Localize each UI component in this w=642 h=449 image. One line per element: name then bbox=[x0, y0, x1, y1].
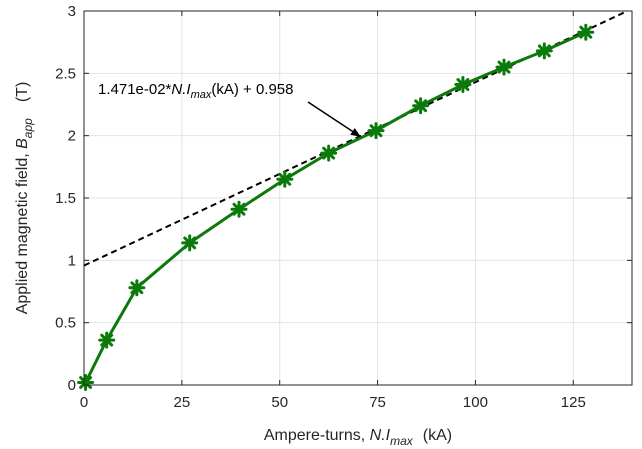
data-point-marker bbox=[577, 23, 595, 41]
data-point-marker bbox=[98, 331, 116, 349]
data-point-marker bbox=[181, 234, 199, 252]
data-point-marker bbox=[412, 97, 430, 115]
x-axis-title-prefix: Ampere-turns, bbox=[264, 427, 370, 444]
marker-stroke bbox=[414, 99, 428, 113]
y-axis-title-sub: app bbox=[21, 118, 35, 138]
y-axis-title-var: B bbox=[14, 138, 31, 149]
data-point-marker bbox=[320, 144, 338, 162]
y-axis-title: Applied magnetic field, Bapp (T) bbox=[14, 82, 35, 315]
y-tick-label: 2 bbox=[68, 128, 76, 145]
y-tick-label: 1 bbox=[68, 252, 76, 269]
x-tick-label: 0 bbox=[80, 394, 88, 411]
marker-stroke bbox=[537, 44, 551, 58]
x-axis-title: Ampere-turns, N.Imax (kA) bbox=[264, 427, 452, 448]
x-tick-label: 125 bbox=[561, 394, 586, 411]
x-tick-label: 75 bbox=[369, 394, 386, 411]
x-axis-title-unit: (kA) bbox=[423, 427, 452, 444]
x-tick-label: 100 bbox=[463, 394, 488, 411]
annotation-var: N.I bbox=[171, 81, 190, 98]
data-point-marker bbox=[230, 200, 248, 218]
data-point-marker bbox=[128, 279, 146, 297]
x-tick-label: 25 bbox=[174, 394, 191, 411]
annotation-suffix: (kA) + 0.958 bbox=[211, 81, 293, 98]
fit-equation-annotation: 1.471e-02*N.Imax(kA) + 0.958 bbox=[98, 81, 294, 101]
marker-stroke bbox=[100, 333, 114, 347]
data-point-marker bbox=[367, 122, 385, 140]
tick-marks bbox=[83, 10, 632, 386]
y-axis-title-prefix: Applied magnetic field, bbox=[14, 149, 31, 314]
data-point-marker bbox=[454, 76, 472, 94]
marker-stroke bbox=[497, 60, 511, 74]
annotation-sub: max bbox=[191, 89, 212, 101]
y-tick-label: 0.5 bbox=[55, 315, 76, 332]
y-tick-label: 0 bbox=[68, 377, 76, 394]
y-tick-label: 3 bbox=[68, 3, 76, 20]
x-tick-labels: 0 25 50 75 100 125 bbox=[80, 394, 586, 411]
y-tick-labels: 0 0.5 1 1.5 2 2.5 3 bbox=[55, 3, 76, 394]
annotation-arrow bbox=[307, 101, 361, 137]
marker-stroke bbox=[130, 281, 144, 295]
marker-stroke bbox=[79, 376, 93, 389]
x-axis-title-var: N.I bbox=[370, 427, 391, 444]
marker-stroke bbox=[456, 78, 470, 92]
marker-stroke bbox=[579, 25, 593, 39]
x-tick-label: 50 bbox=[271, 394, 288, 411]
marker-stroke bbox=[369, 124, 383, 138]
y-tick-label: 1.5 bbox=[55, 190, 76, 207]
series-group bbox=[77, 23, 595, 392]
y-tick-label: 2.5 bbox=[55, 65, 76, 82]
data-point-marker bbox=[77, 374, 95, 392]
data-point-marker bbox=[535, 42, 553, 60]
marker-stroke bbox=[232, 202, 246, 216]
x-axis-title-sub: max bbox=[390, 434, 414, 448]
data-point-marker bbox=[276, 170, 294, 188]
data-point-marker bbox=[495, 58, 513, 76]
annotation-prefix: 1.471e-02* bbox=[98, 81, 172, 98]
marker-stroke bbox=[183, 236, 197, 250]
y-axis-title-unit: (T) bbox=[14, 82, 31, 102]
marker-stroke bbox=[322, 146, 336, 160]
marker-stroke bbox=[278, 172, 292, 186]
